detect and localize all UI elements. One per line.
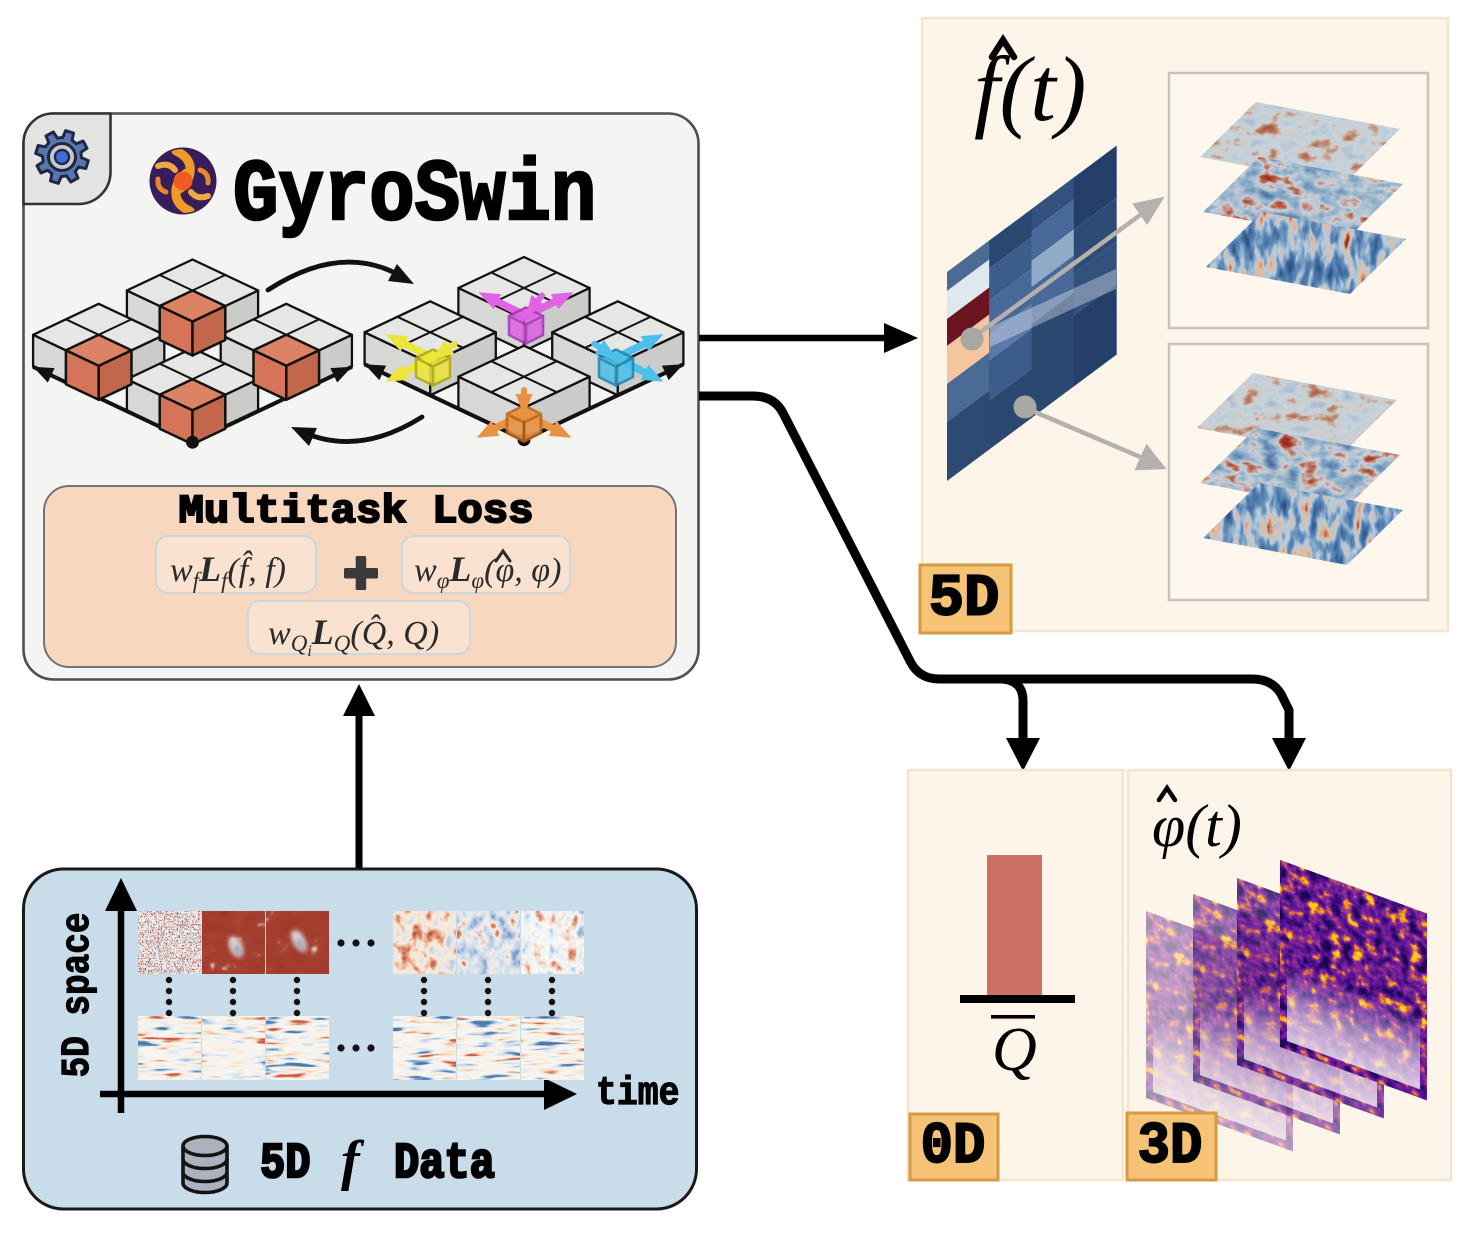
svg-text:GyroSwin: GyroSwin	[233, 148, 596, 246]
svg-text:wfLf(f̂, f): wfLf(f̂, f)	[170, 549, 286, 593]
svg-text:3D: 3D	[1138, 1113, 1203, 1179]
svg-text:φ(t): φ(t)	[1152, 793, 1242, 859]
svg-text:time: time	[596, 1072, 680, 1117]
svg-text:5D: 5D	[260, 1136, 310, 1192]
svg-text:5D: 5D	[929, 566, 1000, 633]
svg-text:Multitask Loss: Multitask Loss	[179, 490, 534, 534]
svg-text:0D: 0D	[921, 1113, 986, 1179]
svg-text:Q: Q	[992, 1016, 1037, 1084]
svg-text:Data: Data	[394, 1136, 495, 1192]
svg-text:5D space: 5D space	[56, 912, 101, 1077]
svg-text:wφLφ(φ, φ): wφLφ(φ, φ)	[414, 549, 561, 593]
